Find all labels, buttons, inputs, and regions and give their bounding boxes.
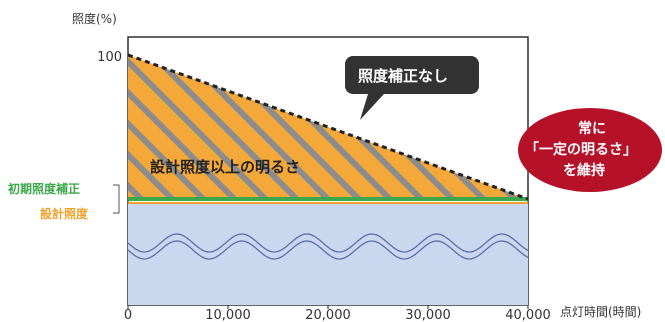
- x-tick-label: 0: [124, 308, 132, 322]
- no-correction-callout-text: 照度補正なし: [358, 67, 448, 85]
- x-tick-label: 40,000: [505, 308, 551, 322]
- x-ticks: 0 10,000 20,000 30,000 40,000: [124, 305, 551, 322]
- x-axis-label: 点灯時間(時間): [560, 305, 641, 319]
- label-bracket: [113, 184, 120, 214]
- design-illuminance-label: 設計照度: [40, 206, 89, 221]
- constant-callout-line2: 「一定の明るさ」: [525, 141, 637, 158]
- wave-line-bottom: [127, 240, 529, 260]
- y-ticks: 100: [97, 50, 122, 65]
- no-correction-callout: 照度補正なし: [345, 56, 479, 120]
- initial-correction-label: 初期照度補正: [8, 181, 80, 196]
- x-tick-label: 10,000: [205, 308, 251, 322]
- constant-callout: 常に 「一定の明るさ」 を維持: [518, 108, 662, 192]
- x-tick-label: 30,000: [405, 308, 451, 322]
- wave-line-top: [127, 233, 529, 253]
- y-tick-label: 100: [97, 50, 122, 65]
- series-no-correction-line: [127, 53, 529, 201]
- constant-callout-line3: を維持: [563, 162, 605, 179]
- hatched-area-label: 設計照度以上の明るさ: [150, 158, 300, 176]
- y-axis-label: 照度(%): [72, 11, 117, 26]
- constant-callout-line1: 常に: [578, 120, 606, 137]
- x-tick-label: 20,000: [305, 308, 351, 322]
